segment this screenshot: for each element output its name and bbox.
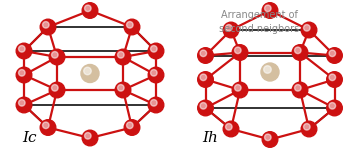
Circle shape <box>148 43 164 59</box>
Circle shape <box>303 124 310 130</box>
Circle shape <box>223 121 239 137</box>
Text: Arrangement of
second neigbors: Arrangement of second neigbors <box>219 11 299 34</box>
Circle shape <box>115 82 131 98</box>
Circle shape <box>265 5 271 12</box>
Circle shape <box>223 22 239 38</box>
Circle shape <box>18 46 25 52</box>
Circle shape <box>148 67 164 83</box>
Circle shape <box>18 70 25 76</box>
Circle shape <box>294 85 301 91</box>
Circle shape <box>85 133 91 139</box>
Circle shape <box>150 70 157 76</box>
Circle shape <box>200 74 207 81</box>
Circle shape <box>198 48 213 63</box>
Circle shape <box>327 72 342 87</box>
Circle shape <box>51 85 58 91</box>
Circle shape <box>40 19 56 35</box>
Circle shape <box>261 63 279 81</box>
Circle shape <box>150 46 157 52</box>
Circle shape <box>42 22 49 28</box>
Circle shape <box>42 122 49 129</box>
Circle shape <box>301 22 317 38</box>
Circle shape <box>85 5 91 12</box>
Circle shape <box>150 100 157 106</box>
Circle shape <box>292 45 308 60</box>
Circle shape <box>16 43 32 59</box>
Circle shape <box>329 74 336 81</box>
Circle shape <box>301 121 317 137</box>
Circle shape <box>124 19 140 35</box>
Circle shape <box>329 50 336 57</box>
Circle shape <box>84 67 91 75</box>
Circle shape <box>82 3 98 18</box>
Circle shape <box>232 45 248 60</box>
Circle shape <box>40 120 56 135</box>
Circle shape <box>198 100 213 116</box>
Text: Ic: Ic <box>22 132 37 146</box>
Circle shape <box>235 47 241 54</box>
Circle shape <box>117 52 124 58</box>
Circle shape <box>235 85 241 91</box>
Circle shape <box>329 103 336 109</box>
Circle shape <box>51 52 58 58</box>
Circle shape <box>127 22 133 28</box>
Circle shape <box>225 25 232 31</box>
Circle shape <box>82 130 98 146</box>
Circle shape <box>115 49 131 65</box>
Circle shape <box>16 67 32 83</box>
Circle shape <box>265 134 271 141</box>
Circle shape <box>262 3 278 18</box>
Circle shape <box>225 124 232 130</box>
Circle shape <box>198 72 213 87</box>
Circle shape <box>232 82 248 98</box>
Circle shape <box>200 103 207 109</box>
Circle shape <box>127 122 133 129</box>
Circle shape <box>262 132 278 147</box>
Text: Ih: Ih <box>202 132 219 146</box>
Circle shape <box>117 85 124 91</box>
Circle shape <box>292 82 308 98</box>
Circle shape <box>18 100 25 106</box>
Circle shape <box>124 120 140 135</box>
Circle shape <box>327 48 342 63</box>
Circle shape <box>16 97 32 113</box>
Circle shape <box>200 50 207 57</box>
Circle shape <box>81 64 99 82</box>
Circle shape <box>327 100 342 116</box>
Circle shape <box>303 25 310 31</box>
Circle shape <box>49 49 65 65</box>
Circle shape <box>264 66 271 73</box>
Circle shape <box>294 47 301 54</box>
Circle shape <box>148 97 164 113</box>
Circle shape <box>49 82 65 98</box>
